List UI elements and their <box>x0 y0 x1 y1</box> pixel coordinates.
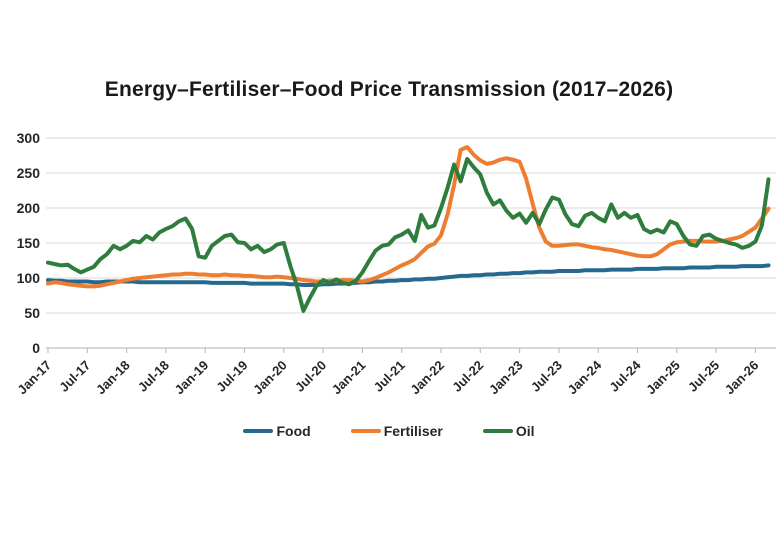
x-tick-label: Jul-19 <box>213 358 250 395</box>
legend-swatch-fertiliser <box>350 429 381 433</box>
x-tick-label: Jul-21 <box>371 358 408 395</box>
y-tick-label: 50 <box>24 305 40 321</box>
x-tick-label: Jul-25 <box>685 358 722 395</box>
legend-item-oil: Oil <box>482 423 535 439</box>
legend-label-oil: Oil <box>515 423 535 439</box>
x-tick-label: Jan-19 <box>172 358 212 398</box>
x-tick-label: Jul-24 <box>606 357 644 395</box>
series-line-food <box>46 263 771 287</box>
x-tick-label: Jul-17 <box>56 358 93 395</box>
x-tick-label: Jan-22 <box>407 358 447 398</box>
series-line-oil <box>46 157 771 313</box>
x-tick-label: Jul-23 <box>528 358 565 395</box>
legend-swatch-food <box>243 429 274 433</box>
y-tick-label: 300 <box>17 130 41 146</box>
chart-title: Energy–Fertiliser–Food Price Transmissio… <box>104 78 674 101</box>
x-tick-label: Jan-23 <box>486 358 526 398</box>
legend: Food Fertiliser Oil <box>0 423 778 439</box>
y-tick-label: 0 <box>32 340 40 356</box>
legend-swatch-oil <box>482 429 513 433</box>
x-tick-label: Jul-20 <box>292 358 329 395</box>
y-tick-label: 200 <box>17 200 41 216</box>
legend-item-fertiliser: Fertiliser <box>350 423 443 439</box>
x-tick-label: Jan-20 <box>250 358 290 398</box>
x-tick-label: Jul-22 <box>449 358 486 395</box>
x-tick-label: Jul-18 <box>135 358 172 395</box>
y-tick-label: 150 <box>17 235 41 251</box>
legend-label-food: Food <box>276 423 311 439</box>
y-tick-label: 100 <box>17 270 41 286</box>
x-tick-label: Jan-21 <box>329 358 369 398</box>
legend-label-fertiliser: Fertiliser <box>383 423 443 439</box>
x-tick-label: Jan-25 <box>643 358 683 398</box>
y-tick-label: 250 <box>17 165 41 181</box>
legend-item-food: Food <box>243 423 311 439</box>
x-tick-label: Jan-24 <box>565 357 605 397</box>
x-tick-label: Jan-18 <box>93 358 133 398</box>
series-line-fertiliser <box>46 145 771 289</box>
x-tick-label: Jan-17 <box>14 358 54 398</box>
x-tick-label: Jan-26 <box>722 358 762 398</box>
